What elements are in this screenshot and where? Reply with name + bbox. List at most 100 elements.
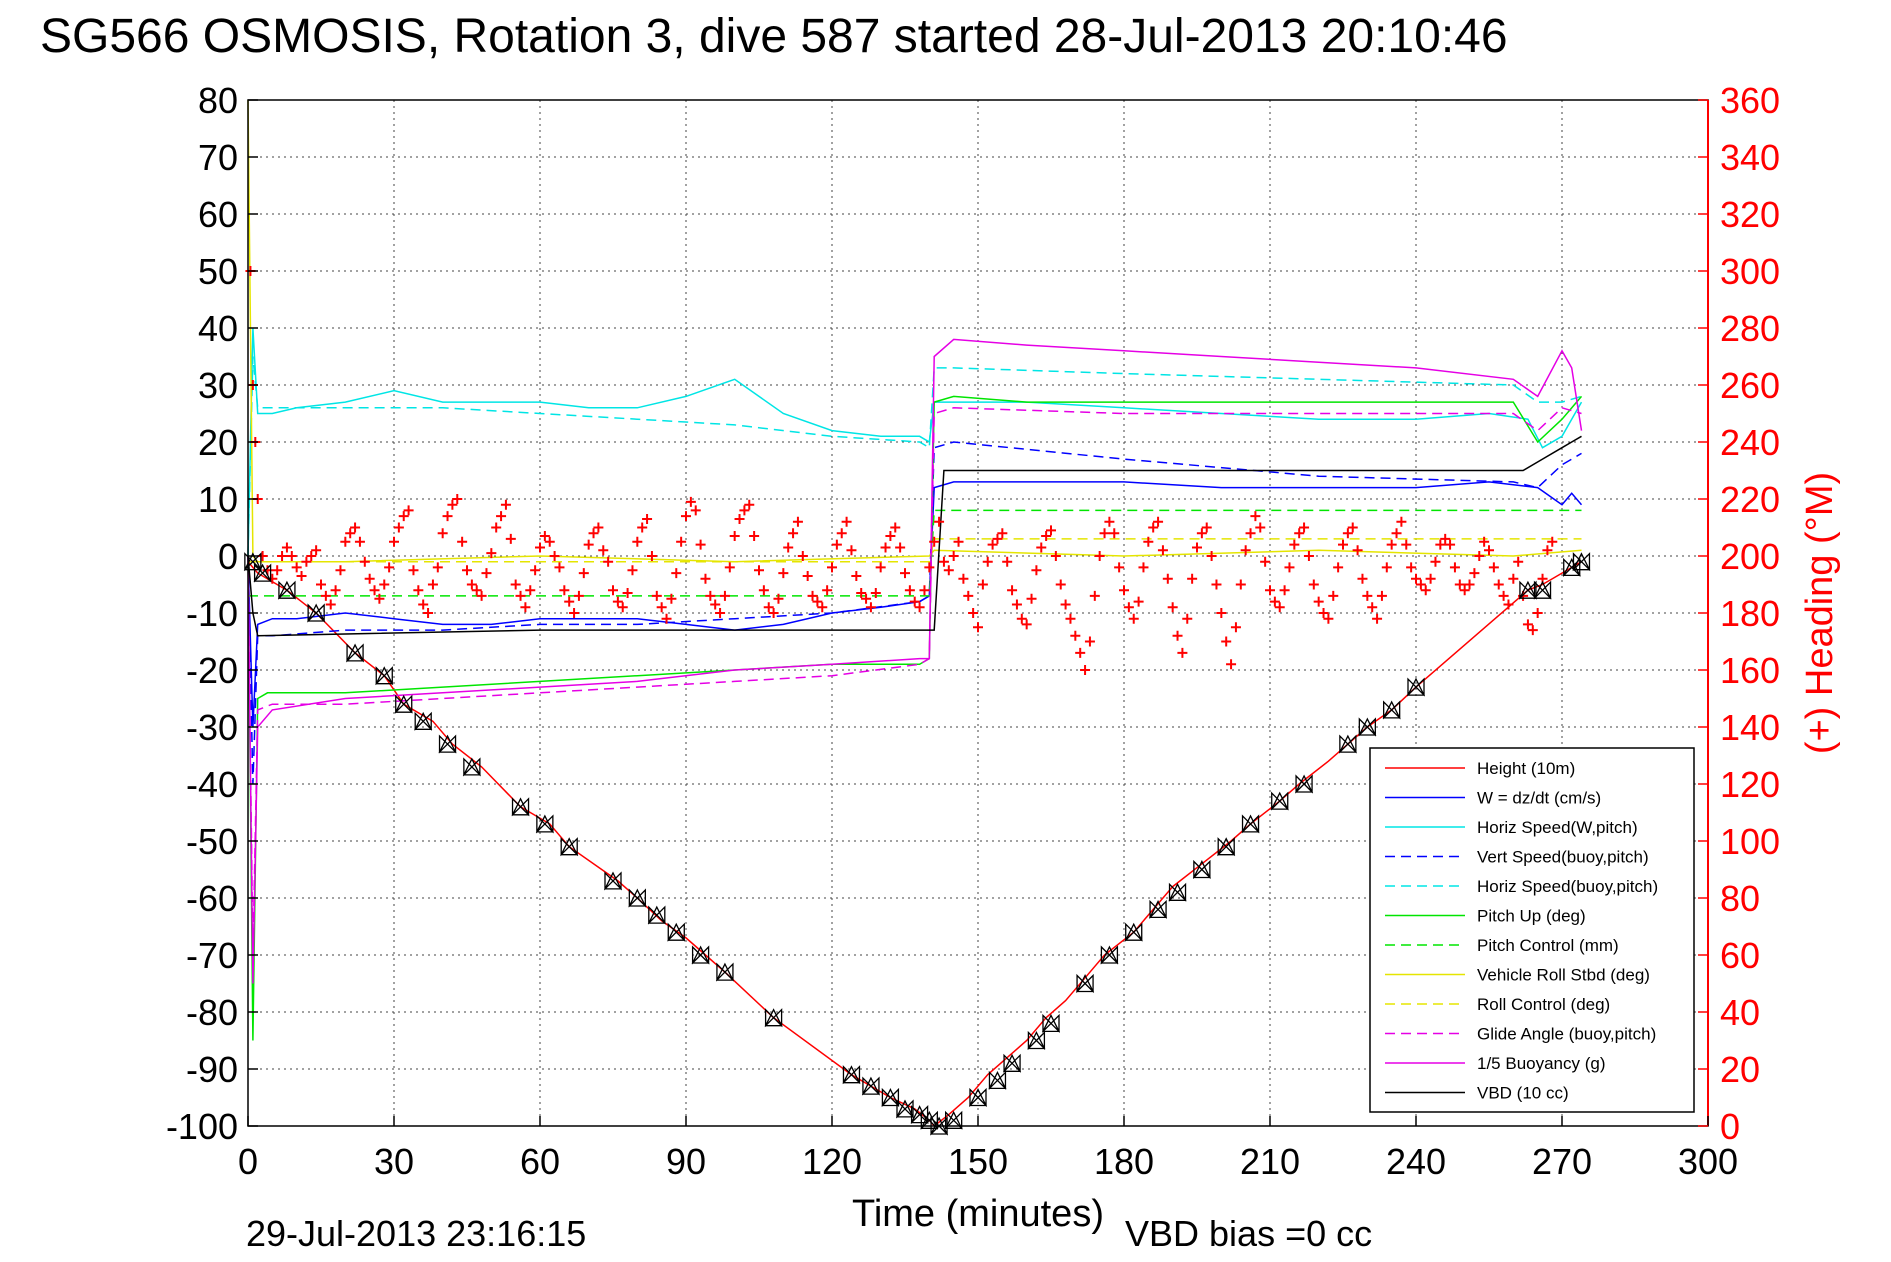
- heading-point: [311, 545, 322, 556]
- y2-tick-label: 160: [1720, 650, 1780, 691]
- position-marker: [1358, 717, 1377, 737]
- heading-point: [1235, 579, 1246, 590]
- x-tick-label: 300: [1678, 1141, 1738, 1182]
- heading-point: [1527, 625, 1538, 636]
- heading-point: [1342, 528, 1353, 539]
- heading-point: [749, 531, 760, 542]
- heading-point: [1396, 516, 1407, 527]
- heading-point: [301, 556, 312, 567]
- heading-point: [1172, 630, 1183, 641]
- position-marker: [1217, 837, 1236, 857]
- heading-point: [1007, 585, 1018, 596]
- heading-point: [802, 570, 813, 581]
- heading-point: [1484, 545, 1494, 556]
- heading-point: [1114, 562, 1125, 573]
- heading-point: [1459, 585, 1470, 596]
- heading-point: [389, 536, 399, 547]
- heading-point: [505, 533, 516, 544]
- heading-point: [1284, 562, 1295, 573]
- heading-point: [700, 573, 711, 584]
- heading-point: [1002, 556, 1013, 567]
- position-markers: [243, 552, 1591, 1136]
- legend-label-9: Glide Angle (buoy,pitch): [1477, 1025, 1656, 1044]
- x-tick-label: 150: [948, 1141, 1008, 1182]
- heading-point: [656, 602, 667, 613]
- heading-point: [977, 579, 988, 590]
- heading-point: [466, 579, 477, 590]
- heading-point: [1036, 542, 1047, 553]
- heading-point: [1060, 599, 1071, 610]
- heading-point: [836, 528, 847, 539]
- heading-point: [608, 585, 618, 596]
- heading-point: [525, 585, 536, 596]
- heading-point: [1221, 636, 1232, 647]
- position-marker: [1076, 973, 1095, 994]
- heading-point: [1216, 608, 1227, 618]
- heading-point: [1162, 573, 1173, 584]
- heading-point: [1192, 542, 1202, 553]
- heading-point: [462, 565, 472, 576]
- heading-point: [398, 511, 409, 522]
- position-marker: [277, 580, 296, 600]
- heading-point: [418, 599, 429, 610]
- heading-point: [904, 585, 915, 596]
- y-tick-label: 80: [198, 80, 238, 121]
- position-marker: [1149, 899, 1168, 919]
- heading-point: [827, 562, 837, 573]
- heading-point: [578, 568, 589, 579]
- heading-point: [661, 613, 672, 624]
- x-tick-label: 0: [238, 1141, 258, 1182]
- heading-point: [690, 505, 701, 516]
- heading-point: [1119, 585, 1129, 596]
- heading-point: [997, 528, 1008, 539]
- y-tick-label: 10: [198, 479, 238, 520]
- heading-point: [603, 556, 614, 567]
- heading-point: [350, 522, 361, 533]
- y-tick-label: 50: [198, 251, 238, 292]
- heading-point: [729, 531, 740, 542]
- position-marker: [1241, 814, 1260, 834]
- heading-point: [1435, 539, 1446, 550]
- position-marker: [535, 814, 554, 834]
- heading-point: [413, 585, 424, 596]
- heading-point: [982, 556, 993, 567]
- y-tick-label: 60: [198, 194, 238, 235]
- heading-point: [330, 585, 341, 596]
- heading-point: [739, 505, 750, 516]
- y-tick-label: -10: [186, 593, 238, 634]
- heading-point: [481, 568, 492, 579]
- heading-point: [1201, 522, 1212, 533]
- heading-point: [354, 536, 365, 547]
- legend-box: [1369, 747, 1695, 1113]
- y2-tick-label: 300: [1720, 251, 1780, 292]
- heading-point: [1415, 579, 1426, 590]
- position-marker: [1192, 859, 1211, 880]
- heading-point: [1075, 647, 1086, 658]
- position-marker: [1572, 552, 1591, 572]
- heading-point: [1260, 556, 1271, 567]
- heading-point: [1532, 608, 1543, 618]
- heading-point: [1508, 573, 1519, 584]
- heading-point: [1089, 590, 1100, 601]
- heading-point: [1479, 536, 1490, 547]
- heading-point: [345, 528, 356, 539]
- series-line-9: [247, 406, 1582, 956]
- x-tick-label: 60: [520, 1141, 560, 1182]
- heading-point: [880, 542, 891, 553]
- heading-point: [817, 602, 828, 613]
- position-marker: [438, 734, 457, 754]
- heading-point: [1011, 599, 1022, 610]
- x-tick-label: 180: [1094, 1141, 1154, 1182]
- heading-point: [973, 622, 983, 633]
- y2-tick-label: 180: [1720, 593, 1780, 634]
- heading-point: [1420, 585, 1431, 596]
- position-marker: [881, 1087, 900, 1108]
- heading-point: [272, 565, 283, 576]
- heading-point: [1021, 619, 1032, 630]
- heading-point: [1016, 613, 1027, 624]
- position-marker: [944, 1110, 963, 1130]
- heading-point: [510, 579, 521, 590]
- y2-tick-label: 340: [1720, 137, 1780, 178]
- heading-point: [569, 608, 580, 618]
- heading-point: [763, 602, 774, 613]
